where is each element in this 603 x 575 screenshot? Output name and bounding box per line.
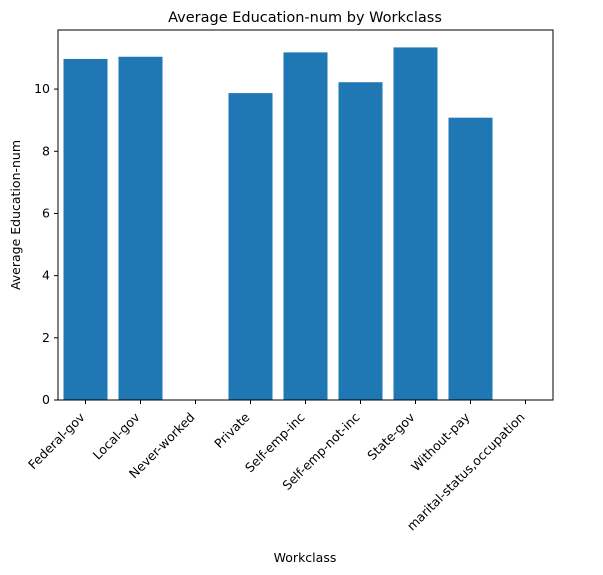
bar-private xyxy=(228,93,273,400)
plot-area xyxy=(57,29,554,401)
bar-federal-gov xyxy=(63,58,108,401)
bar-local-gov xyxy=(118,56,163,400)
bar-without-pay xyxy=(448,117,493,401)
x-tick-label: Private xyxy=(211,409,253,451)
y-tick-label: 2 xyxy=(42,330,50,345)
y-tick-label: 10 xyxy=(34,81,50,96)
x-tick-label: State-gov xyxy=(364,409,418,463)
y-tick-label: 4 xyxy=(42,268,50,283)
x-axis-label: Workclass xyxy=(274,550,337,565)
bar-self-emp-inc xyxy=(283,52,328,400)
bar-state-gov xyxy=(393,47,438,400)
y-tick-label: 6 xyxy=(42,205,50,220)
y-tick-label: 8 xyxy=(42,143,50,158)
x-tick-label: Federal-gov xyxy=(25,409,88,472)
chart-title: Average Education-num by Workclass xyxy=(168,10,442,26)
x-tick-label: marital-status,occupation xyxy=(404,410,528,534)
y-axis-label: Average Education-num xyxy=(8,140,23,290)
y-axis: 0 2 4 6 8 10 xyxy=(34,81,58,407)
x-tick-label: Local-gov xyxy=(90,409,143,462)
y-tick-label: 0 xyxy=(42,392,50,407)
bar-self-emp-not-inc xyxy=(338,82,383,400)
